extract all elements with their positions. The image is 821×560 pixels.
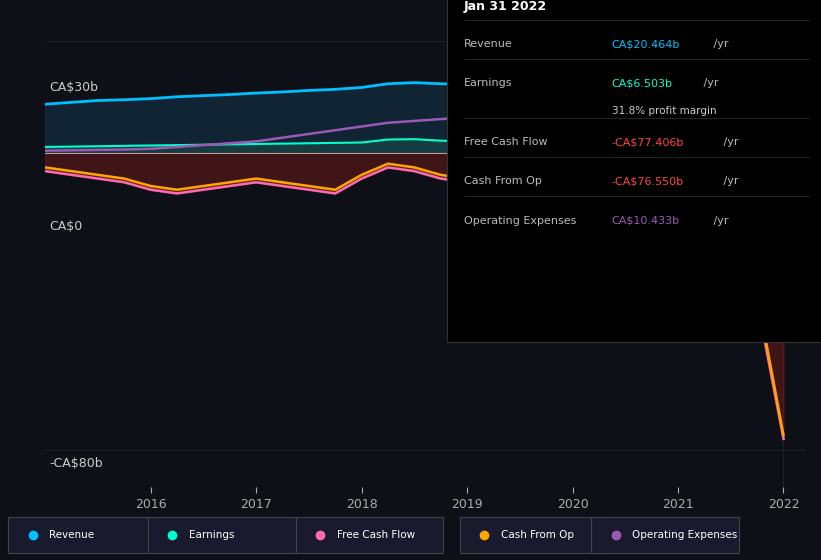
FancyBboxPatch shape [8, 517, 156, 553]
Text: /yr: /yr [710, 39, 729, 49]
Text: Cash From Op: Cash From Op [501, 530, 574, 540]
Text: -CA$76.550b: -CA$76.550b [612, 176, 684, 186]
FancyBboxPatch shape [460, 517, 608, 553]
Text: Free Cash Flow: Free Cash Flow [337, 530, 415, 540]
Text: -CA$80b: -CA$80b [49, 458, 103, 470]
Text: Free Cash Flow: Free Cash Flow [464, 137, 548, 147]
Text: -CA$77.406b: -CA$77.406b [612, 137, 684, 147]
Text: Jan 31 2022: Jan 31 2022 [464, 0, 547, 13]
FancyBboxPatch shape [148, 517, 296, 553]
Text: CA$20.464b: CA$20.464b [612, 39, 680, 49]
Text: Cash From Op: Cash From Op [464, 176, 542, 186]
Text: 31.8% profit margin: 31.8% profit margin [612, 106, 716, 116]
Text: CA$6.503b: CA$6.503b [612, 78, 672, 88]
Text: Revenue: Revenue [49, 530, 94, 540]
Text: CA$10.433b: CA$10.433b [612, 216, 680, 226]
Text: /yr: /yr [700, 78, 719, 88]
Text: CA$0: CA$0 [49, 221, 82, 234]
Text: CA$30b: CA$30b [49, 81, 98, 94]
Text: /yr: /yr [720, 137, 739, 147]
FancyBboxPatch shape [591, 517, 739, 553]
FancyBboxPatch shape [296, 517, 443, 553]
Text: Operating Expenses: Operating Expenses [464, 216, 576, 226]
Text: Revenue: Revenue [464, 39, 512, 49]
Text: Earnings: Earnings [189, 530, 234, 540]
Text: Operating Expenses: Operating Expenses [632, 530, 737, 540]
Text: Earnings: Earnings [464, 78, 512, 88]
Text: /yr: /yr [720, 176, 739, 186]
Text: /yr: /yr [710, 216, 729, 226]
